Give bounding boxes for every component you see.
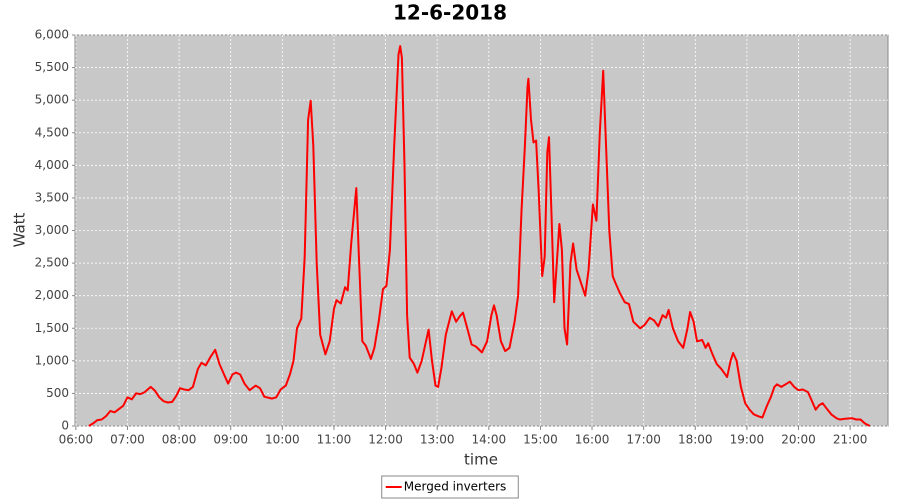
x-tick-label: 19:00	[730, 433, 765, 447]
line-series	[88, 45, 871, 427]
x-tick-label: 07:00	[110, 433, 145, 447]
y-tick-label: 3,000	[35, 223, 69, 237]
x-tick-label: 06:00	[59, 433, 94, 447]
y-tick-label: 1,000	[35, 353, 69, 367]
x-tick-label: 08:00	[162, 433, 197, 447]
x-tick-label: 13:00	[420, 433, 455, 447]
x-tick-label: 17:00	[626, 433, 661, 447]
y-tick-label: 3,500	[35, 190, 69, 204]
y-tick-label: 0	[61, 419, 69, 433]
x-tick-label: 18:00	[678, 433, 713, 447]
y-tick-label: 2,000	[35, 288, 69, 302]
y-tick-label: 4,000	[35, 158, 69, 172]
y-tick-label: 5,000	[35, 93, 69, 107]
legend-text: Merged inverters	[404, 480, 507, 494]
y-tick-label: 6,000	[35, 28, 69, 42]
y-tick-label: 4,500	[35, 125, 69, 139]
legend: Merged inverters	[381, 475, 519, 499]
x-tick-label: 15:00	[523, 433, 558, 447]
legend-box	[381, 475, 519, 499]
x-tick-label: 16:00	[575, 433, 610, 447]
x-tick-label: 14:00	[472, 433, 507, 447]
x-tick-label: 12:00	[368, 433, 403, 447]
y-tick-label: 2,500	[35, 256, 69, 270]
x-axis-label: time	[464, 451, 498, 469]
y-axis-label: Watt	[11, 212, 29, 247]
x-tick-label: 21:00	[833, 433, 868, 447]
x-tick-label: 10:00	[265, 433, 300, 447]
y-tick-label: 1,500	[35, 321, 69, 335]
x-tick-label: 20:00	[781, 433, 816, 447]
chart-title: 12-6-2018	[393, 1, 507, 25]
y-tick-label: 5,500	[35, 60, 69, 74]
y-tick-label: 500	[46, 386, 69, 400]
x-tick-label: 09:00	[213, 433, 248, 447]
x-tick-label: 11:00	[317, 433, 352, 447]
